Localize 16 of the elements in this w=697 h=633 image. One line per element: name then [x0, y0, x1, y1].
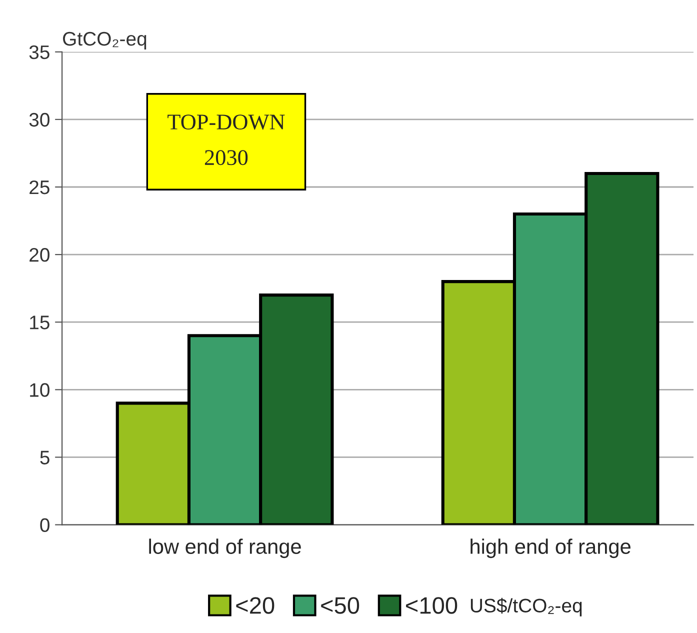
legend-label: <50 [321, 597, 360, 614]
legend-title: US$/tCO₂-eq [470, 598, 582, 616]
legend-label: <100 [406, 597, 458, 614]
y-tick-label: 5 [40, 450, 50, 464]
legend-label: <20 [236, 597, 274, 614]
x-tick-label: low end of range [149, 538, 301, 558]
y-tick-label: 10 [30, 383, 50, 397]
y-tick-label: 15 [30, 316, 50, 330]
y-tick-label: 20 [30, 248, 50, 262]
y-tick-label: 30 [29, 112, 50, 127]
y-tick-label: 35 [29, 45, 50, 60]
y-tick-label: 25 [30, 180, 50, 194]
annotation: TOP-DOWN 2030 [168, 114, 285, 166]
x-tick-label: high end of range [470, 538, 630, 558]
y-axis-title: GtCO₂-eq [63, 32, 146, 50]
y-tick-label: 0 [40, 518, 50, 532]
